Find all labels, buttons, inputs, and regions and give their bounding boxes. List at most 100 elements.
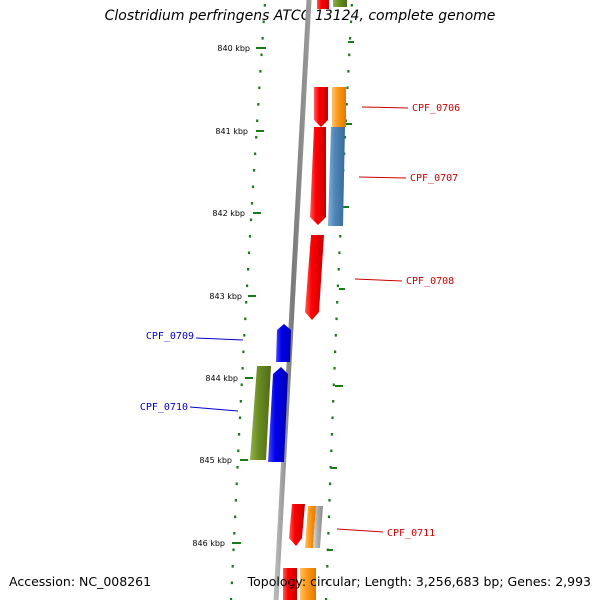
- tick-dot: [339, 235, 342, 238]
- tick-dot: [244, 317, 247, 321]
- tick-dot: [259, 70, 262, 73]
- tick-dot: [240, 383, 243, 387]
- tick-dot: [237, 449, 240, 453]
- tick-dot: [234, 499, 237, 502]
- tick-label: 842 kbp: [212, 209, 245, 218]
- leader-line: [361, 106, 409, 109]
- tick-dot: [326, 565, 329, 568]
- tick-dot: [263, 4, 266, 7]
- tick-dot: [346, 86, 349, 90]
- tick-dot: [348, 53, 351, 57]
- tick-dot: [230, 598, 233, 600]
- tick-dot: [256, 119, 259, 123]
- gene-label-cpf-0711[interactable]: CPF_0711: [387, 528, 435, 539]
- tick-label: 844 kbp: [205, 374, 238, 383]
- tick-dot: [236, 466, 239, 469]
- tick-dot: [242, 350, 245, 354]
- tick-dot: [260, 53, 263, 57]
- tick-dot: [334, 334, 337, 337]
- tick-dot: [337, 268, 340, 271]
- leader-line: [354, 278, 403, 282]
- gene-feature-cpf-0711[interactable]: [289, 504, 323, 548]
- tick-dot: [349, 37, 352, 40]
- tick-dot: [247, 268, 250, 271]
- tick-label: 843 kbp: [209, 292, 242, 301]
- tick-dot: [262, 20, 265, 24]
- tick-dot: [345, 103, 348, 106]
- tick-dot: [258, 86, 261, 90]
- tick-dot: [245, 301, 248, 304]
- tick-dot: [243, 334, 246, 337]
- tick-dot: [338, 251, 341, 255]
- tick-dot: [350, 4, 353, 7]
- leader-line: [358, 176, 407, 179]
- genome-summary-text: Topology: circular; Length: 3,256,683 bp…: [247, 574, 591, 589]
- tick-dot: [327, 515, 331, 519]
- tick-dot: [329, 466, 332, 469]
- tick-dot: [239, 400, 242, 403]
- tick-dot: [330, 449, 333, 453]
- tick-dot: [248, 235, 252, 238]
- accession-text: Accession: NC_008261: [9, 574, 152, 589]
- gene-feature[interactable]: [283, 568, 316, 600]
- tick-dot: [231, 565, 234, 568]
- gene-label-cpf-0708[interactable]: CPF_0708: [406, 276, 454, 287]
- tick-dot: [238, 433, 241, 436]
- tick-dot: [336, 284, 339, 288]
- gene-label-cpf-0706[interactable]: CPF_0706: [412, 103, 460, 114]
- tick-dot: [333, 367, 336, 370]
- tick-dot: [234, 515, 237, 519]
- tick-label: 841 kbp: [215, 127, 248, 136]
- tick-dot: [327, 532, 330, 535]
- gene-feature-cpf-0708[interactable]: [305, 235, 324, 320]
- tick-dot: [232, 548, 235, 552]
- tick-dot: [257, 103, 260, 106]
- tick-dot: [233, 532, 236, 535]
- tick-dot: [255, 136, 258, 139]
- map-title: Clostridium perfringens ATCC 13124, comp…: [104, 8, 496, 24]
- tick-dot: [334, 350, 337, 354]
- leader-line: [195, 337, 244, 341]
- gene-feature-cpf-0707[interactable]: [310, 127, 345, 226]
- tick-dot: [347, 70, 350, 73]
- tick-label: 846 kbp: [192, 539, 225, 548]
- gene-label-cpf-0707[interactable]: CPF_0707: [410, 173, 458, 184]
- tick-dot: [329, 482, 332, 486]
- tick-dot: [325, 598, 328, 600]
- genome-backbone: [273, 0, 312, 600]
- tick-dot: [325, 581, 328, 585]
- tick-dot: [328, 499, 331, 502]
- tick-dot: [349, 20, 353, 24]
- tick-dot: [253, 169, 256, 172]
- gene-feature-cpf-0709[interactable]: [276, 324, 291, 362]
- tick-dot: [330, 433, 333, 436]
- tick-dot: [336, 301, 339, 304]
- gene-feature[interactable]: [317, 0, 347, 9]
- tick-dot: [249, 218, 253, 222]
- tick-dot: [250, 202, 254, 205]
- tick-dot: [251, 185, 255, 189]
- tick-dot: [230, 581, 233, 585]
- tick-label: 845 kbp: [199, 456, 232, 465]
- tick-dot: [246, 284, 249, 288]
- tick-dot: [335, 317, 338, 321]
- tick-dot: [261, 37, 264, 40]
- tick-dot: [332, 400, 335, 403]
- gene-feature-cpf-0710[interactable]: [250, 366, 288, 462]
- tick-dot: [332, 383, 335, 387]
- gene-feature-cpf-0706[interactable]: [314, 87, 346, 127]
- leader-line: [336, 528, 384, 533]
- gene-label-cpf-0710[interactable]: CPF_0710: [140, 402, 188, 413]
- tick-dot: [247, 251, 251, 255]
- kbp-scale: 840 kbp 841 kbp 842 kbp 843 kbp 844 kbp …: [192, 44, 266, 548]
- gene-labels: CPF_0706 CPF_0707 CPF_0708 CPF_0709 CPF_…: [140, 103, 460, 539]
- gene-label-cpf-0709[interactable]: CPF_0709: [146, 331, 194, 342]
- tick-dot: [331, 416, 334, 420]
- tick-dot: [238, 416, 242, 420]
- tick-label: 840 kbp: [217, 44, 250, 53]
- outer-track-dashes: [327, 41, 354, 551]
- tick-dot: [241, 367, 244, 370]
- tick-dot: [235, 482, 238, 486]
